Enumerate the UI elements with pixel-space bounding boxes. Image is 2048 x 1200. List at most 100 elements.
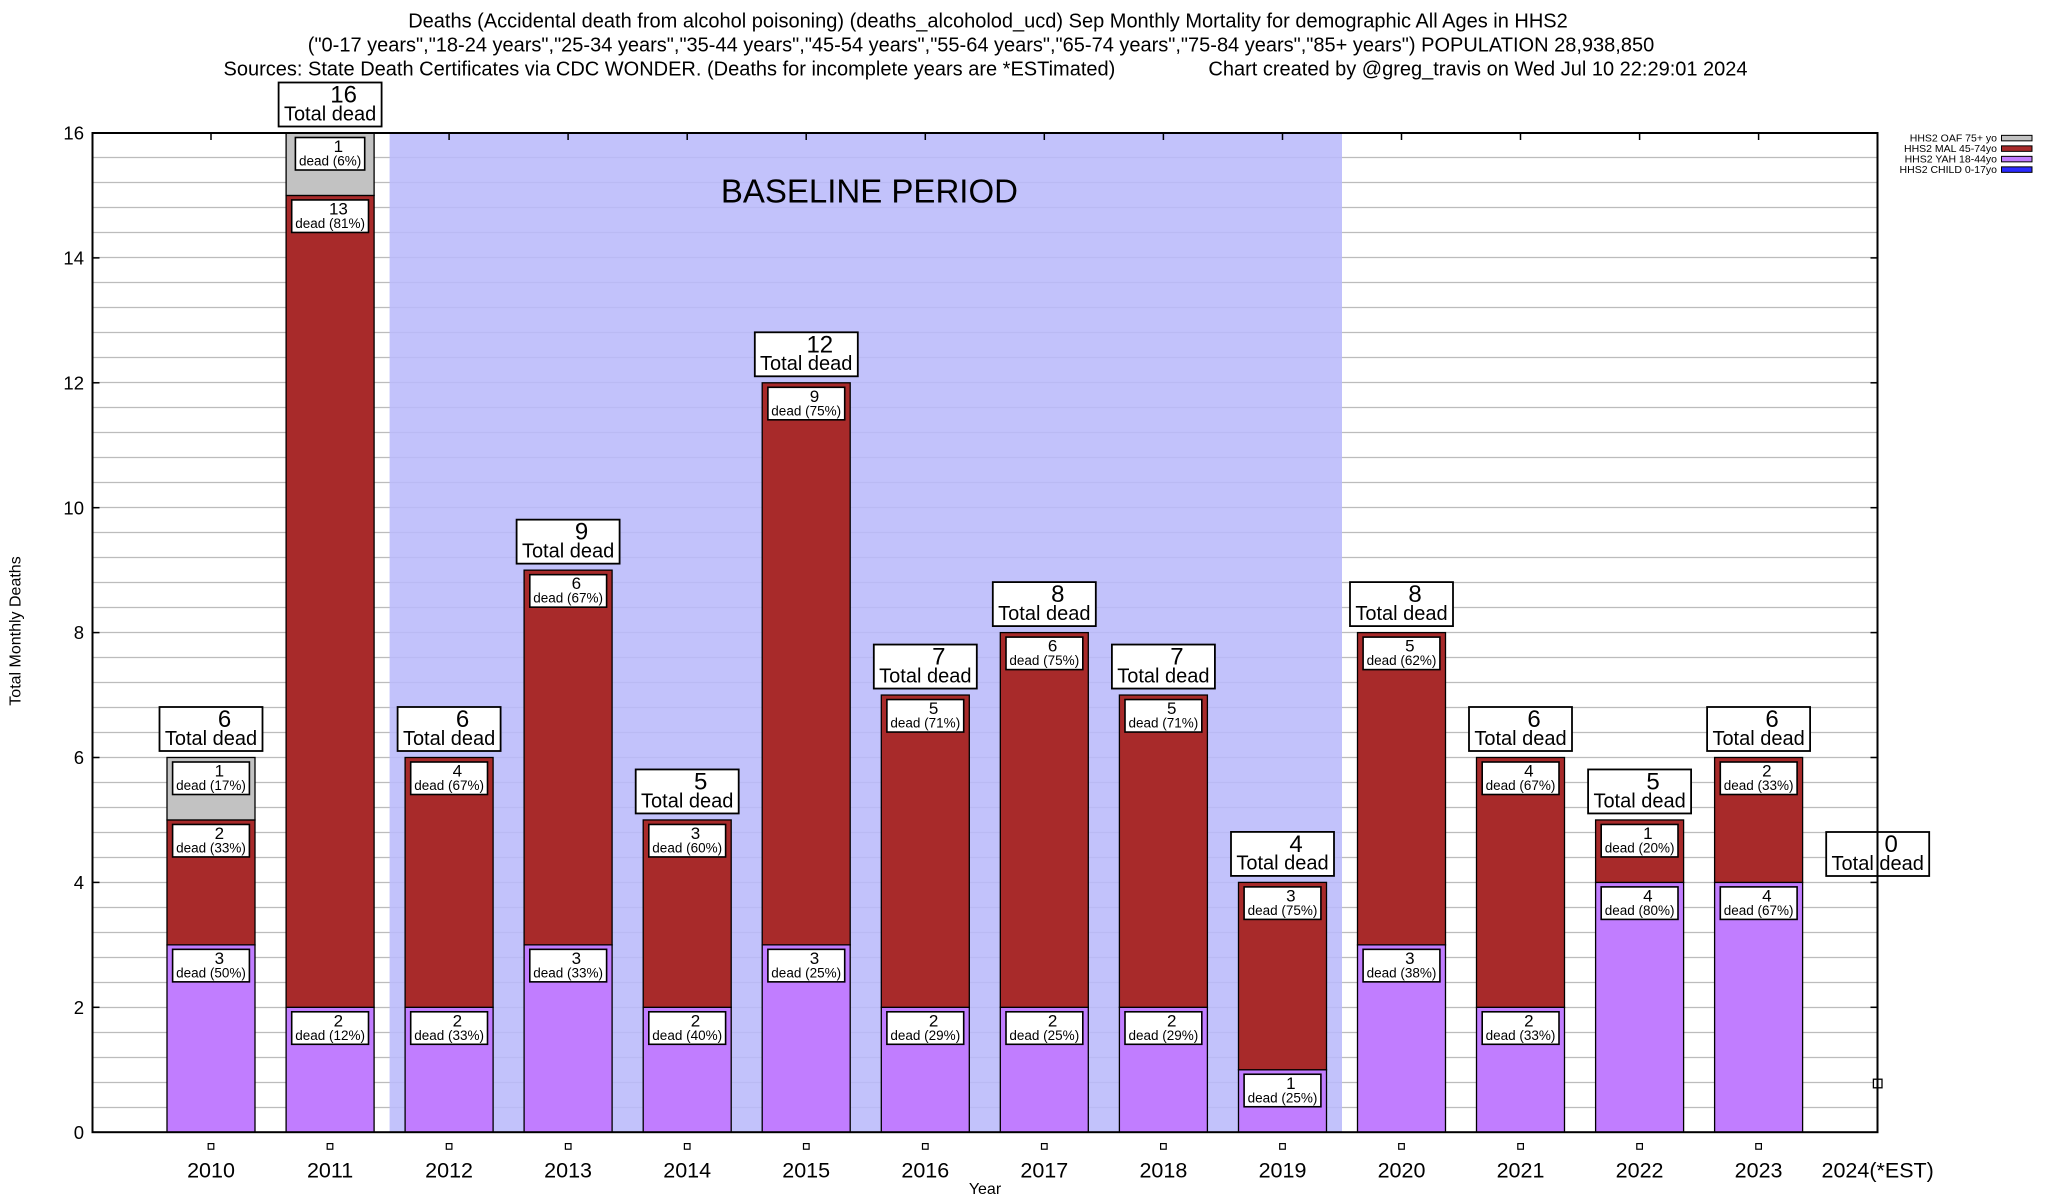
svg-text:2011: 2011 xyxy=(307,1159,353,1183)
svg-text:Total dead: Total dead xyxy=(284,103,376,125)
svg-text:9: 9 xyxy=(810,387,819,406)
svg-text:dead (12%): dead (12%) xyxy=(295,1028,365,1043)
svg-text:dead (38%): dead (38%) xyxy=(1367,965,1437,980)
svg-text:3: 3 xyxy=(1286,886,1295,905)
svg-text:dead (71%): dead (71%) xyxy=(890,716,960,731)
svg-text:6: 6 xyxy=(456,706,469,733)
svg-text:5: 5 xyxy=(1646,768,1659,795)
svg-text:dead (33%): dead (33%) xyxy=(533,965,603,980)
svg-text:HHS2 OAF 75+ yo: HHS2 OAF 75+ yo xyxy=(1910,133,1997,145)
svg-text:HHS2 MAL 45-74yo: HHS2 MAL 45-74yo xyxy=(1904,143,1997,155)
svg-text:2: 2 xyxy=(929,1011,938,1030)
svg-text:dead (80%): dead (80%) xyxy=(1605,903,1675,918)
svg-text:2022: 2022 xyxy=(1616,1159,1664,1183)
svg-text:dead (25%): dead (25%) xyxy=(771,965,841,980)
svg-text:6: 6 xyxy=(1765,706,1778,733)
svg-text:dead (29%): dead (29%) xyxy=(890,1028,960,1043)
svg-text:2: 2 xyxy=(1048,1011,1057,1030)
svg-text:2: 2 xyxy=(1762,762,1771,781)
svg-text:2020: 2020 xyxy=(1378,1159,1426,1183)
svg-text:3: 3 xyxy=(215,949,224,968)
svg-text:5: 5 xyxy=(1167,699,1176,718)
svg-text:dead (40%): dead (40%) xyxy=(652,1028,722,1043)
svg-text:6: 6 xyxy=(1048,637,1057,656)
svg-text:Total dead: Total dead xyxy=(403,728,495,750)
svg-text:6: 6 xyxy=(74,747,84,768)
svg-text:Sources: State Death Certifica: Sources: State Death Certificates via CD… xyxy=(224,59,1116,81)
svg-text:13: 13 xyxy=(329,199,348,218)
svg-text:dead (62%): dead (62%) xyxy=(1367,653,1437,668)
svg-text:2013: 2013 xyxy=(544,1159,592,1183)
svg-text:Total dead: Total dead xyxy=(879,665,971,687)
svg-text:dead (81%): dead (81%) xyxy=(295,216,365,231)
svg-text:4: 4 xyxy=(74,872,84,893)
svg-text:4: 4 xyxy=(1524,762,1533,781)
svg-text:3: 3 xyxy=(1405,949,1414,968)
svg-text:0: 0 xyxy=(1885,831,1898,858)
svg-text:3: 3 xyxy=(572,949,581,968)
svg-text:dead (6%): dead (6%) xyxy=(299,154,361,169)
svg-text:dead (75%): dead (75%) xyxy=(771,403,841,418)
svg-text:10: 10 xyxy=(63,497,84,518)
svg-text:2: 2 xyxy=(334,1011,343,1030)
svg-text:2017: 2017 xyxy=(1020,1159,1068,1183)
svg-text:dead (33%): dead (33%) xyxy=(1486,1028,1556,1043)
svg-text:4: 4 xyxy=(1762,886,1771,905)
svg-text:4: 4 xyxy=(453,762,462,781)
svg-text:Total dead: Total dead xyxy=(760,353,852,375)
svg-text:6: 6 xyxy=(218,706,231,733)
svg-text:8: 8 xyxy=(74,622,84,643)
svg-text:2: 2 xyxy=(691,1011,700,1030)
svg-text:HHS2 CHILD 0-17yo: HHS2 CHILD 0-17yo xyxy=(1900,164,1998,176)
svg-text:Total Monthly Deaths: Total Monthly Deaths xyxy=(8,556,25,705)
svg-text:8: 8 xyxy=(1051,581,1064,608)
svg-text:5: 5 xyxy=(694,768,707,795)
svg-text:dead (75%): dead (75%) xyxy=(1009,653,1079,668)
svg-text:1: 1 xyxy=(1643,824,1652,843)
svg-text:Total dead: Total dead xyxy=(1355,603,1447,625)
svg-text:5: 5 xyxy=(929,699,938,718)
svg-text:dead (75%): dead (75%) xyxy=(1248,903,1318,918)
svg-text:dead (67%): dead (67%) xyxy=(1724,903,1794,918)
svg-text:2021: 2021 xyxy=(1497,1159,1545,1183)
svg-text:7: 7 xyxy=(932,644,945,671)
svg-text:2014: 2014 xyxy=(663,1159,711,1183)
svg-text:("0-17 years","18-24 years","2: ("0-17 years","18-24 years","25-34 years… xyxy=(308,35,1654,57)
svg-text:dead (71%): dead (71%) xyxy=(1129,716,1199,731)
svg-text:2010: 2010 xyxy=(187,1159,235,1183)
svg-text:2018: 2018 xyxy=(1139,1159,1187,1183)
svg-text:3: 3 xyxy=(810,949,819,968)
svg-text:Year: Year xyxy=(969,1181,1002,1198)
svg-text:dead (25%): dead (25%) xyxy=(1009,1028,1079,1043)
svg-text:12: 12 xyxy=(806,331,833,358)
svg-text:dead (17%): dead (17%) xyxy=(176,778,246,793)
svg-text:Total dead: Total dead xyxy=(1593,790,1685,812)
svg-text:16: 16 xyxy=(63,123,84,144)
svg-text:16: 16 xyxy=(330,82,357,109)
svg-text:Chart created by @greg_travis: Chart created by @greg_travis on Wed Jul… xyxy=(1208,59,1747,81)
svg-text:dead (60%): dead (60%) xyxy=(652,840,722,855)
svg-text:Total dead: Total dead xyxy=(522,540,614,562)
svg-text:dead (67%): dead (67%) xyxy=(1486,778,1556,793)
svg-text:2012: 2012 xyxy=(425,1159,473,1183)
svg-text:Total dead: Total dead xyxy=(1236,853,1328,875)
svg-text:6: 6 xyxy=(572,574,581,593)
svg-text:4: 4 xyxy=(1643,886,1652,905)
svg-text:Total dead: Total dead xyxy=(165,728,257,750)
svg-text:2016: 2016 xyxy=(901,1159,949,1183)
svg-text:2019: 2019 xyxy=(1259,1159,1307,1183)
svg-text:BASELINE PERIOD: BASELINE PERIOD xyxy=(721,173,1018,210)
svg-text:dead (25%): dead (25%) xyxy=(1248,1090,1318,1105)
svg-text:Total dead: Total dead xyxy=(1117,665,1209,687)
svg-text:Deaths (Accidental death from: Deaths (Accidental death from alcohol po… xyxy=(408,11,1568,33)
svg-text:9: 9 xyxy=(575,519,588,546)
svg-text:dead (33%): dead (33%) xyxy=(176,840,246,855)
svg-text:3: 3 xyxy=(691,824,700,843)
svg-text:dead (33%): dead (33%) xyxy=(414,1028,484,1043)
svg-text:2: 2 xyxy=(1167,1011,1176,1030)
svg-text:14: 14 xyxy=(63,248,84,269)
svg-text:dead (67%): dead (67%) xyxy=(414,778,484,793)
svg-text:2023: 2023 xyxy=(1735,1159,1783,1183)
svg-text:2: 2 xyxy=(215,824,224,843)
svg-text:2: 2 xyxy=(74,997,84,1018)
